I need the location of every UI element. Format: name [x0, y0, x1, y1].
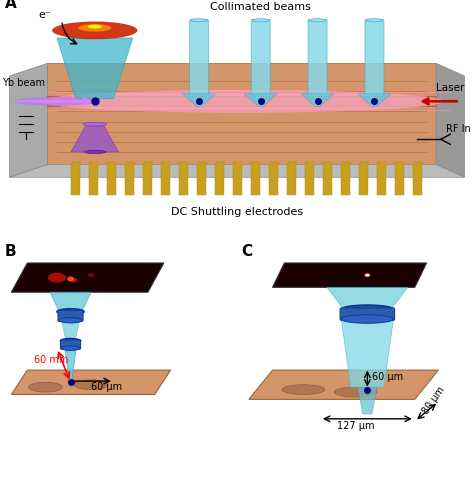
Bar	[395, 162, 404, 195]
Ellipse shape	[334, 387, 377, 397]
Polygon shape	[9, 165, 465, 177]
Ellipse shape	[83, 122, 107, 126]
Ellipse shape	[282, 385, 325, 394]
Ellipse shape	[365, 273, 370, 277]
Ellipse shape	[48, 273, 66, 282]
Bar	[125, 162, 134, 195]
Polygon shape	[341, 319, 393, 387]
Bar	[233, 162, 242, 195]
Bar	[107, 162, 116, 195]
FancyBboxPatch shape	[58, 311, 83, 321]
Bar	[215, 162, 224, 195]
Ellipse shape	[14, 97, 100, 106]
Polygon shape	[244, 94, 277, 106]
Ellipse shape	[191, 19, 208, 22]
Text: 60 μm: 60 μm	[91, 382, 122, 392]
Text: 60 μm: 60 μm	[372, 372, 403, 382]
Polygon shape	[9, 63, 47, 177]
Text: B: B	[5, 244, 16, 259]
Ellipse shape	[84, 150, 106, 153]
Polygon shape	[327, 287, 408, 309]
Ellipse shape	[40, 90, 443, 112]
Bar	[413, 162, 422, 195]
Ellipse shape	[68, 278, 77, 282]
Bar	[287, 162, 296, 195]
Ellipse shape	[28, 382, 63, 392]
Bar	[323, 162, 332, 195]
Text: e⁻: e⁻	[38, 10, 51, 20]
Ellipse shape	[365, 274, 369, 277]
FancyBboxPatch shape	[308, 20, 327, 97]
Ellipse shape	[341, 315, 393, 323]
Ellipse shape	[62, 346, 80, 350]
Ellipse shape	[74, 380, 108, 390]
Polygon shape	[65, 348, 76, 382]
Bar	[161, 162, 170, 195]
Bar	[71, 162, 80, 195]
Text: RF In: RF In	[446, 124, 470, 134]
Bar	[269, 162, 278, 195]
Polygon shape	[182, 94, 216, 106]
Bar	[305, 162, 314, 195]
Text: Yb beam: Yb beam	[2, 78, 46, 88]
Polygon shape	[273, 263, 427, 287]
FancyBboxPatch shape	[251, 20, 270, 97]
Polygon shape	[47, 63, 436, 165]
Text: Collimated beams: Collimated beams	[210, 2, 311, 12]
Ellipse shape	[52, 21, 137, 39]
Text: 60 mm: 60 mm	[34, 355, 69, 365]
Bar	[251, 162, 260, 195]
Bar	[341, 162, 350, 195]
Text: C: C	[242, 244, 253, 259]
FancyBboxPatch shape	[340, 308, 394, 320]
Polygon shape	[71, 127, 118, 152]
Ellipse shape	[341, 305, 393, 314]
Bar	[179, 162, 188, 195]
Ellipse shape	[78, 24, 111, 32]
FancyBboxPatch shape	[365, 20, 384, 97]
Ellipse shape	[366, 19, 383, 22]
FancyBboxPatch shape	[190, 20, 209, 97]
Ellipse shape	[57, 309, 84, 315]
Ellipse shape	[88, 273, 94, 277]
Polygon shape	[358, 387, 377, 414]
Text: 127 μm: 127 μm	[337, 421, 374, 431]
Text: Laser: Laser	[436, 83, 465, 93]
Text: A: A	[5, 0, 17, 11]
Polygon shape	[11, 263, 164, 292]
Polygon shape	[249, 370, 438, 399]
Bar	[47, 96, 436, 106]
Bar	[197, 162, 206, 195]
Bar	[377, 162, 386, 195]
Ellipse shape	[67, 276, 74, 281]
Ellipse shape	[252, 19, 269, 22]
Ellipse shape	[309, 19, 326, 22]
Polygon shape	[57, 38, 133, 99]
Polygon shape	[301, 94, 334, 106]
Ellipse shape	[60, 338, 81, 343]
Bar	[359, 162, 368, 195]
Ellipse shape	[88, 25, 102, 28]
Polygon shape	[358, 94, 391, 106]
Polygon shape	[50, 292, 91, 312]
Polygon shape	[11, 370, 171, 394]
Polygon shape	[62, 320, 80, 341]
Bar	[89, 162, 98, 195]
Polygon shape	[436, 63, 465, 177]
Text: DC Shuttling electrodes: DC Shuttling electrodes	[171, 207, 303, 217]
Ellipse shape	[59, 318, 82, 323]
Bar	[143, 162, 152, 195]
FancyBboxPatch shape	[61, 340, 81, 349]
Text: 80 μm: 80 μm	[421, 385, 447, 416]
